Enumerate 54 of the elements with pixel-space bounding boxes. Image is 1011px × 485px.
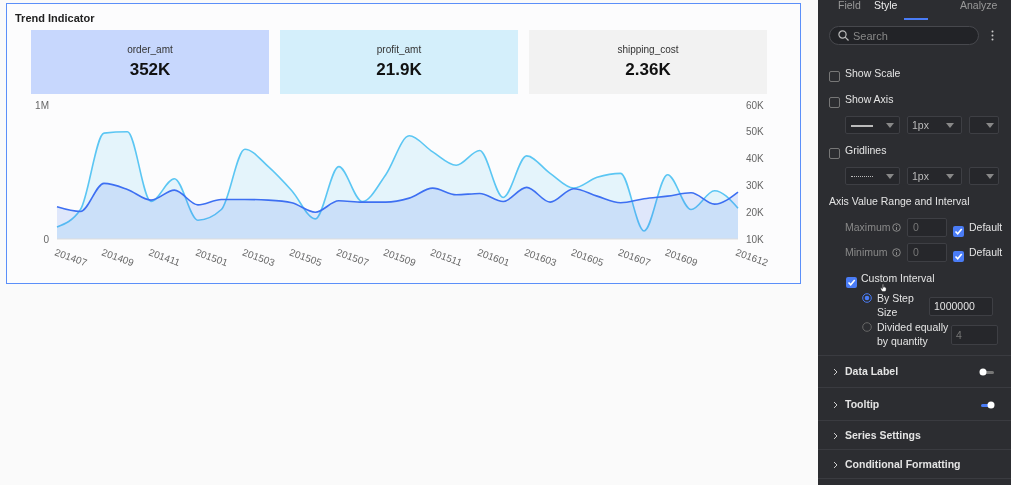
y2-tick-label: 60K — [746, 99, 765, 111]
text: Axis Value Range and Interval — [829, 194, 970, 208]
x-tick-label: 201501 — [194, 246, 230, 269]
x-tick-label: 201607 — [616, 246, 653, 269]
text: 1px — [912, 169, 929, 183]
text: Analyze — [960, 0, 998, 12]
y2-tick-label: 30K — [746, 179, 765, 191]
x-tick-label: 201511 — [429, 246, 464, 269]
text: Conditional Formatting — [845, 457, 961, 471]
text: 0 — [913, 220, 919, 234]
text: Default — [969, 245, 1003, 259]
text: Series Settings — [845, 428, 921, 442]
x-tick-label: 201407 — [53, 246, 89, 269]
text: Minimum — [845, 245, 888, 259]
x-tick-label: 201505 — [288, 246, 324, 269]
text: Show Scale — [845, 66, 901, 80]
y2-tick-label: 20K — [746, 206, 765, 218]
text: By Step Size — [877, 291, 915, 319]
text: Style — [874, 0, 898, 12]
text: Default — [969, 220, 1003, 234]
text: 2.36K — [624, 60, 672, 80]
y-tick-label: 1M — [35, 99, 49, 111]
x-tick-label: 201605 — [569, 246, 606, 269]
text: 1px — [912, 118, 929, 132]
x-tick-label: 201411 — [147, 246, 183, 269]
text: order_amt — [126, 44, 174, 55]
x-tick-label: 201601 — [476, 246, 512, 269]
text: Tooltip — [845, 397, 880, 411]
y2-tick-label: 10K — [746, 233, 765, 245]
text: 0 — [913, 245, 919, 259]
x-tick-label: 201409 — [100, 246, 136, 269]
text: Search — [853, 29, 888, 43]
text: Maximum — [845, 220, 891, 234]
text: Data Label — [845, 364, 899, 378]
chart-title: Trend Indicator — [15, 12, 95, 24]
text: 4 — [956, 328, 962, 342]
x-tick-label: 201603 — [522, 246, 559, 269]
text: Show Axis — [845, 92, 894, 106]
y2-tick-label: 50K — [746, 126, 765, 138]
x-tick-label: 201509 — [382, 246, 418, 269]
y2-tick-label: 40K — [746, 153, 765, 165]
x-tick-label: 201612 — [734, 246, 770, 269]
text: 352K — [128, 60, 172, 80]
x-tick-label: 201503 — [241, 246, 277, 269]
text: profit_amt — [375, 44, 423, 55]
text: Field — [838, 0, 861, 12]
text: 1000000 — [934, 299, 975, 313]
text: Custom Interval — [861, 271, 935, 285]
x-tick-label: 201609 — [663, 246, 700, 269]
text: Gridlines — [845, 143, 887, 157]
x-tick-label: 201507 — [335, 246, 371, 269]
text: 21.9K — [375, 60, 423, 80]
text: Divided equally by quantity — [877, 320, 950, 348]
text: shipping_cost — [616, 44, 680, 55]
